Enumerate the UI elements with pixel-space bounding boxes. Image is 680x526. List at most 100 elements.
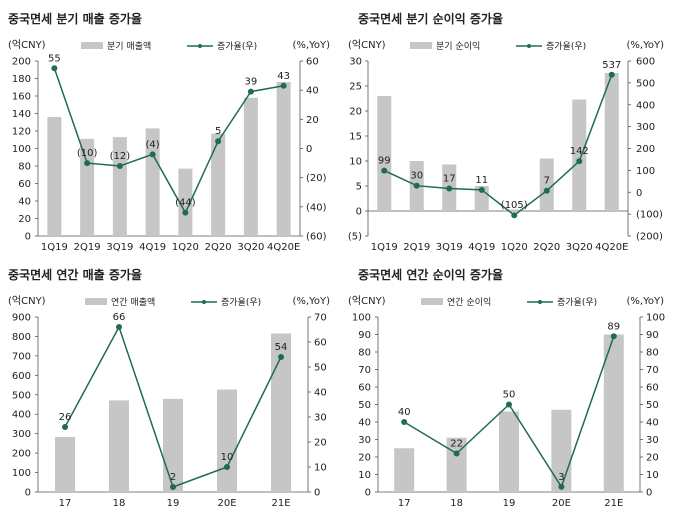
bar [394,448,415,492]
right-axis-unit: (%,YoY) [293,40,331,51]
right-tick-label: 100 [646,313,665,324]
left-tick-label: 80 [18,162,31,173]
legend-line-marker [202,300,206,304]
left-tick-label: 0 [356,207,362,218]
chart-title: 중국면세 분기 순이익 증가율 [358,11,503,26]
growth-data-label: 142 [570,146,589,157]
growth-data-label: (4) [146,139,160,150]
right-tick-label: 60 [306,57,319,68]
right-tick-label: 40 [646,418,659,429]
category-label: 18 [113,498,126,509]
left-tick-label: 40 [18,197,31,208]
growth-point [224,464,230,470]
legend-bar-swatch [85,298,107,305]
growth-data-label: 26 [59,412,72,423]
left-tick-label: 140 [12,109,31,120]
bar [572,99,587,211]
legend: 분기 순이익 증가율(우) [410,40,586,52]
category-label: 19 [503,498,516,509]
category-label: 3Q19 [106,242,133,253]
growth-point [511,212,518,219]
right-tick-label: 30 [646,435,659,446]
growth-data-label: 17 [443,174,456,185]
right-tick-label: 50 [646,400,659,411]
category-label: 1Q19 [41,242,68,253]
right-tick-label: 400 [636,100,655,111]
bar [604,73,619,211]
right-tick-label: 40 [306,86,319,97]
category-label: 1Q20 [501,242,528,253]
right-axis-unit: (%,YoY) [627,40,665,51]
legend-line-marker [538,300,542,304]
left-tick-label: 100 [12,144,31,155]
left-tick-label: 500 [12,390,31,401]
left-tick-label: 100 [12,468,31,479]
right-tick-label: 20 [646,453,659,464]
category-label: 4Q20E [267,242,300,253]
growth-point [278,354,284,360]
growth-data-label: 2 [170,472,176,483]
right-tick-label: 600 [636,57,655,68]
left-tick-label: 60 [358,383,371,394]
right-tick-label: (20) [306,173,327,184]
growth-point [116,324,122,330]
left-tick-label: 5 [356,182,362,193]
growth-data-label: 54 [275,342,288,353]
left-tick-label: 600 [12,371,31,382]
growth-data-label: 89 [607,321,620,332]
bar [539,158,554,211]
legend-line-marker [198,44,202,48]
category-label: 2Q20 [205,242,232,253]
right-tick-label: 100 [636,166,655,177]
category-label: 20E [217,498,236,509]
left-axis-unit: (억CNY) [8,39,46,51]
growth-line [383,74,613,217]
left-tick-label: 0 [25,488,31,499]
left-tick-label: 100 [352,313,371,324]
growth-point [381,167,388,174]
category-label: 3Q20 [237,242,264,253]
left-tick-label: 900 [12,313,31,324]
growth-point [170,484,176,490]
legend: 분기 매출액 증가율(우) [81,40,257,52]
left-axis-unit: (억CNY) [348,39,386,51]
left-axis-unit: (억CNY) [8,295,46,307]
chart-title: 중국면세 분기 매출 증가율 [8,11,142,26]
growth-point [84,160,91,167]
right-tick-label: (40) [306,202,327,213]
category-label: 21E [271,498,290,509]
category-label: 17 [398,498,411,509]
category-label: 21E [604,498,623,509]
growth-line [53,68,284,215]
growth-data-label: (105) [501,200,528,211]
bar [271,333,291,492]
growth-data-label: 40 [398,407,411,418]
growth-data-label: 11 [475,175,488,186]
growth-point [247,88,254,95]
category-label: 19 [167,498,180,509]
legend: 연간 매출액 증가율(우) [85,296,261,308]
category-label: 18 [450,498,463,509]
category-label: 2Q19 [74,242,101,253]
left-tick-label: 0 [365,488,371,499]
growth-point [149,151,156,158]
growth-point [608,71,615,78]
legend-bar-swatch [421,298,443,305]
category-label: 2Q20 [533,242,560,253]
growth-data-label: 99 [378,156,391,167]
right-tick-label: 50 [314,363,327,374]
category-label: 17 [59,498,72,509]
legend-bar-label: 연간 매출액 [111,296,155,308]
left-tick-label: 20 [349,107,362,118]
left-tick-label: 800 [12,332,31,343]
left-tick-label: 200 [12,57,31,68]
left-tick-label: 80 [358,348,371,359]
right-tick-label: 20 [306,115,319,126]
category-label: 4Q19 [139,242,166,253]
growth-data-label: 7 [544,176,550,187]
chart-panel-2: 중국면세 분기 순이익 증가율 (억CNY) (%,YoY) 분기 순이익 증가율(우)… [348,11,664,253]
growth-point [413,182,420,189]
bar [499,411,519,492]
right-tick-label: 70 [646,365,659,376]
right-tick-label: 70 [314,313,327,324]
